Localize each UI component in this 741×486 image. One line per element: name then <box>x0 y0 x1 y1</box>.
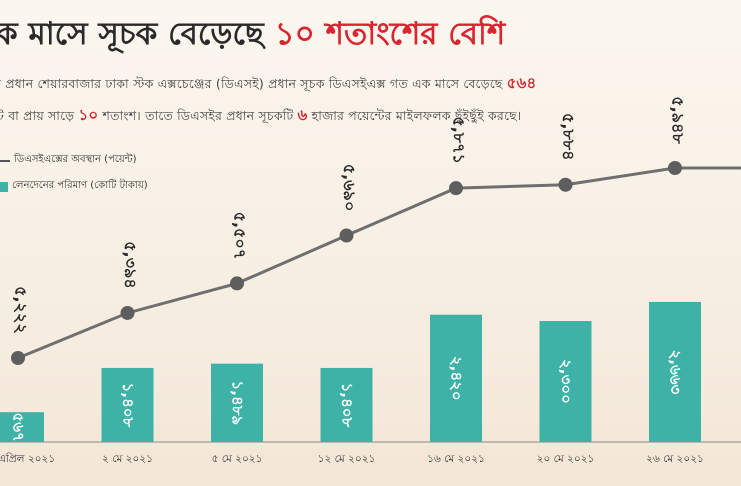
legend-item-index: ডিএসইএক্সের অবস্থান (পয়েন্ট) <box>0 152 148 169</box>
x-tick-label-4: ১৬ মে ২০২১ <box>427 453 485 465</box>
bar-6 <box>649 301 701 442</box>
index-marker-1 <box>120 305 135 320</box>
index-value-label-1: ৫,৩৯৪ <box>121 241 140 289</box>
index-marker-3 <box>339 228 354 243</box>
legend-item-turnover: লেনদেনের পরিমাণ (কোটি টাকায়) <box>0 178 148 195</box>
bar-3 <box>320 367 373 442</box>
bar-0 <box>0 412 44 442</box>
bar-value-label-5: ২,৩০০ <box>557 359 575 404</box>
subtitle-line-2: ন্ট বা প্রায় সাড়ে ১০ শতাংশ। তাতে ডিএসই… <box>0 104 521 129</box>
bar-value-label-4: ২,৪২০ <box>448 356 466 401</box>
x-tick-label-0: ২৫ এপ্রিল ২০২১ <box>0 452 55 465</box>
index-marker-5 <box>558 177 573 192</box>
bar-value-label-2: ১,৪৮৯ <box>229 381 247 426</box>
legend-bar-label: লেনদেনের পরিমাণ (কোটি টাকায়) <box>12 180 148 191</box>
subtitle-text-2b: শতাংশ। তাতে ডিএসইর প্রধান সূচকটি <box>98 108 298 123</box>
bar-5 <box>539 321 592 442</box>
index-value-label-0: ৫,২২২ <box>12 286 31 334</box>
x-tick-label-1: ২ মে ২০২১ <box>102 453 153 465</box>
index-marker-4 <box>449 181 463 196</box>
index-line <box>17 166 741 360</box>
index-marker-0 <box>11 351 25 365</box>
index-value-label-4: ৫,৮৭১ <box>450 116 469 164</box>
bar-value-label-3: ১,৪০৮ <box>338 383 356 428</box>
subtitle-text-2a: ন্ট বা প্রায় সাড়ে <box>0 108 79 123</box>
chart-title: ক মাসে সূচক বেড়েছে ১০ শতাংশের বেশি <box>0 10 505 62</box>
x-tick-label-5: ২০ মে ২০২১ <box>537 453 595 465</box>
subtitle-line-1: র প্রধান শেয়ারবাজার ঢাকা স্টক এক্সচেঞ্জ… <box>0 72 537 97</box>
index-value-label-6: ৫,৯৪৮ <box>669 96 688 144</box>
bar-2 <box>211 363 263 442</box>
legend-line-label: ডিএসইএক্সের অবস্থান (পয়েন্ট) <box>14 154 137 165</box>
index-marker-6 <box>668 161 682 175</box>
legend-bar-swatch <box>0 181 8 192</box>
bar-value-label-6: ২,৬৬৩ <box>667 350 685 395</box>
index-marker-2 <box>230 276 244 291</box>
chart-title-highlight: ১০ শতাংশের বেশি <box>274 16 506 52</box>
bar-value-label-0: ৫৬৭ <box>10 412 28 441</box>
x-tick-label-6: ২৬ মে ২০২১ <box>646 453 704 465</box>
legend-line-swatch <box>0 159 10 162</box>
chart-legend: ডিএসইএক্সের অবস্থান (পয়েন্ট) লেনদেনের প… <box>0 152 148 204</box>
subtitle-bold-1: ৫৬৪ <box>506 74 537 92</box>
subtitle-bold-2b: ৬ <box>297 106 308 124</box>
x-tick-label-3: ১২ মে ২০২১ <box>318 453 376 465</box>
bar-value-label-1: ১,৪০৮ <box>119 383 137 428</box>
subtitle-text-2c: হাজার পয়েন্টের মাইলফলক ছুঁইছুঁই করছে। <box>307 108 522 123</box>
bar-4 <box>430 314 482 442</box>
index-value-label-3: ৫,৬৯০ <box>340 164 359 212</box>
chart-title-prefix: ক মাসে সূচক বেড়েছে <box>0 16 275 52</box>
x-tick-label-2: ৫ মে ২০২১ <box>212 453 263 465</box>
index-value-label-2: ৫,৫০৭ <box>231 212 250 260</box>
subtitle-bold-2a: ১০ <box>78 106 99 124</box>
bar-1 <box>101 367 154 442</box>
index-value-label-5: ৫,৮৮৪ <box>559 113 578 161</box>
subtitle-text-1: র প্রধান শেয়ারবাজার ঢাকা স্টক এক্সচেঞ্জ… <box>0 76 507 91</box>
